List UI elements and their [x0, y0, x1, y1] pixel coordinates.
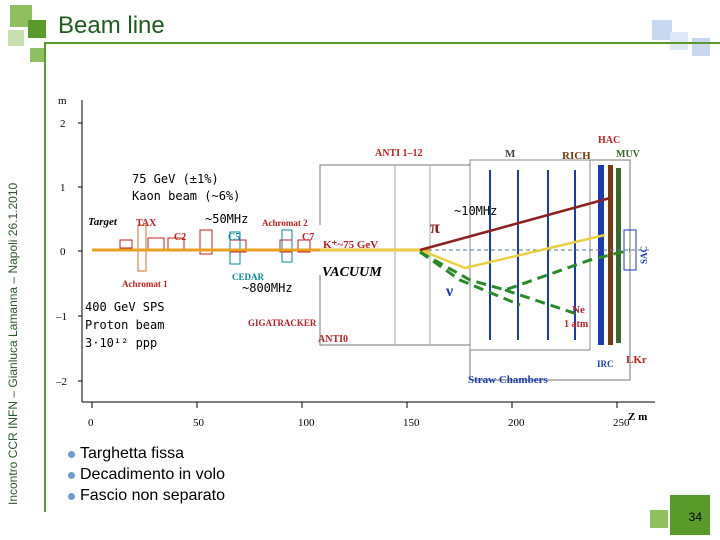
label-cedar: CEDAR [232, 272, 265, 282]
corner-decoration-bottom-right [650, 495, 710, 535]
beamline-diagram: m 2 1 0 –1 –2 0 50 100 150 200 250 Z m [55, 95, 655, 429]
label-straw: Straw Chambers [468, 374, 548, 386]
y-axis-unit: m [58, 95, 67, 107]
label-anti: ANTI 1–12 [375, 148, 423, 159]
annotation-rate-800: ~800MHz [242, 281, 293, 295]
annotation-proton-intensity: 3·10¹² ppp [85, 336, 157, 350]
label-hac: HAC [598, 135, 620, 146]
label-muv: MUV [616, 149, 641, 160]
annotation-proton-beam: Proton beam [85, 318, 164, 332]
bullet-dot-icon [68, 451, 75, 458]
bullet-dot-icon [68, 472, 75, 479]
label-pi: π [430, 217, 440, 237]
label-achromat2: Achromat 2 [262, 218, 308, 228]
x-axis-unit: Z m [628, 411, 647, 423]
label-atm: 1 atm [564, 319, 589, 330]
label-rich: RICH [562, 150, 591, 162]
bullet-text: Decadimento in volo [80, 466, 225, 483]
y-tick-label: –2 [55, 376, 67, 388]
label-gigatracker: GIGATRACKER [248, 318, 317, 328]
page-number: 34 [688, 510, 702, 524]
x-tick-label: 0 [88, 417, 94, 429]
title-underline [44, 42, 720, 44]
label-sac: SAC [639, 246, 649, 264]
label-ne: Ne [572, 304, 585, 316]
label-c7: C7 [302, 232, 314, 243]
y-tick-label: 0 [60, 246, 66, 258]
bullet-text: Fascio non separato [80, 487, 225, 504]
bullet-item: Fascio non separato [68, 487, 225, 505]
label-irc: IRC [597, 359, 614, 369]
label-kplus: K⁺~75 GeV [323, 239, 378, 251]
y-tick-label: 1 [60, 182, 66, 194]
x-tick-label: 200 [508, 417, 525, 429]
label-vacuum: VACUUM [322, 265, 382, 280]
annotation-kaon-energy: 75 GeV (±1%) [132, 172, 219, 186]
label-tax: TAX [136, 218, 157, 229]
bullet-dot-icon [68, 493, 75, 500]
label-c2: C2 [174, 232, 186, 243]
x-tick-label: 150 [403, 417, 420, 429]
annotation-kaon-beam: Kaon beam (~6%) [132, 189, 240, 203]
label-anti0: ANTI0 [318, 334, 348, 345]
corner-decoration-top-left [8, 5, 46, 62]
bullet-item: Decadimento in volo [68, 466, 225, 484]
x-tick-label: 100 [298, 417, 315, 429]
y-tick-label: 2 [60, 118, 66, 130]
x-tick-label: 50 [193, 417, 205, 429]
bullet-text: Targhetta fissa [80, 445, 185, 462]
annotation-rate-50: ~50MHz [205, 212, 248, 226]
label-target: Target [88, 216, 118, 228]
y-tick-label: –1 [55, 311, 67, 323]
vertical-rule [44, 42, 46, 512]
annotation-rate-10: ~10MHz [454, 204, 497, 218]
label-m: M [505, 148, 516, 160]
x-tick-label: 250 [613, 417, 630, 429]
label-lkr: LKr [626, 354, 647, 366]
annotation-proton-energy: 400 GeV SPS [85, 300, 164, 314]
page-title: Beam line [58, 12, 165, 39]
side-footer-text: Incontro CCR INFN – Gianluca Lamanna – N… [6, 182, 20, 505]
bullet-item: Targhetta fissa [68, 445, 185, 463]
label-nu: ν [445, 283, 453, 300]
label-c5: C5 [228, 232, 240, 243]
label-achromat1: Achromat 1 [122, 279, 168, 289]
